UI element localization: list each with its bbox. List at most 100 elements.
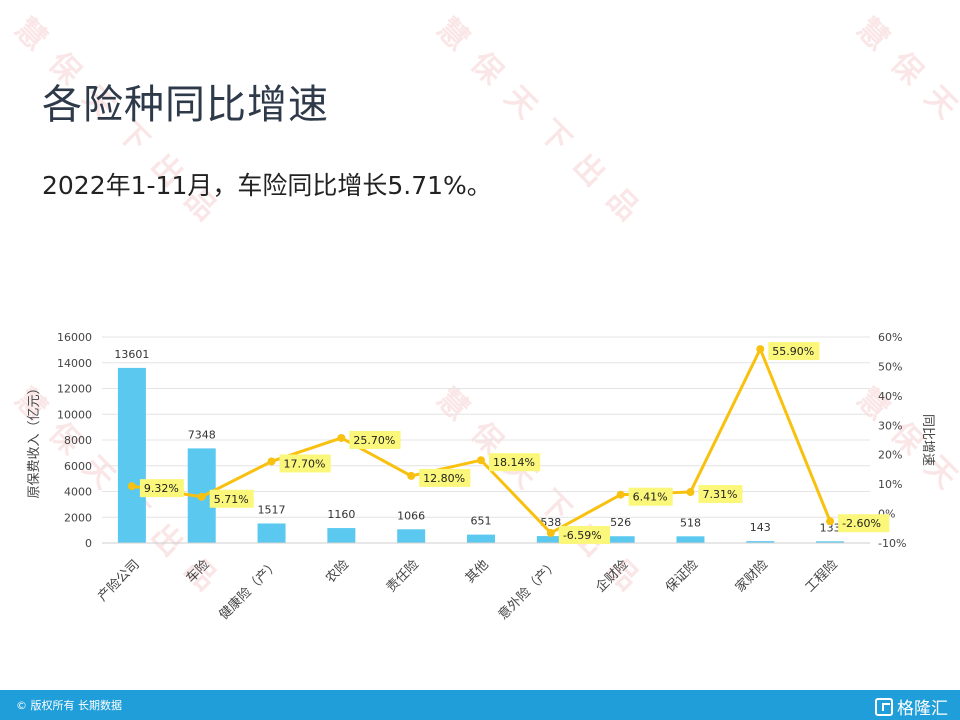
watermark-char: 天 [917, 79, 960, 126]
x-tick-label: 产险公司 [95, 557, 142, 604]
growth-point [407, 471, 416, 480]
growth-value-label: 5.71% [214, 493, 249, 506]
bar [327, 528, 356, 543]
y-tick-label: 10000 [57, 408, 92, 421]
page-subtitle: 2022年1-11月，车险同比增长5.71%。 [42, 171, 492, 200]
bar [606, 536, 635, 543]
growth-value-label: 7.31% [702, 488, 737, 501]
bar [397, 529, 426, 543]
y-tick-label: 16000 [57, 331, 92, 344]
bar-value-label: 526 [610, 516, 631, 529]
y-axis-label: 原保费收入（亿元） [27, 381, 42, 498]
growth-point [826, 517, 835, 526]
x-tick-label: 其他 [463, 557, 492, 586]
growth-point [686, 488, 695, 497]
x-tick-label: 健康险（产） [216, 557, 282, 623]
growth-value-label: 9.32% [144, 482, 179, 495]
copyright-text: © 版权所有 长期数据 [16, 699, 122, 712]
brand-logo-icon [875, 697, 893, 716]
y-tick-label: 0 [85, 537, 92, 550]
growth-label-bg [489, 453, 541, 472]
bar [816, 541, 845, 543]
growth-label-bg [698, 485, 743, 504]
growth-label-bg [419, 468, 471, 487]
bar [536, 536, 565, 543]
y-tick-label: 12000 [57, 383, 92, 396]
growth-value-label: 6.41% [633, 491, 668, 504]
y2-tick-label: 20% [878, 449, 902, 462]
x-tick-label: 农险 [323, 557, 352, 586]
growth-label-bg [768, 342, 820, 361]
y-tick-label: 4000 [64, 486, 92, 499]
growth-label-bg [628, 487, 673, 506]
bar-value-label: 1160 [327, 508, 355, 521]
page-title: 各险种同比增速 [42, 82, 329, 128]
watermark-char: 下 [531, 113, 578, 160]
y2-tick-label: 60% [878, 331, 902, 344]
bar-value-label: 1066 [397, 509, 425, 522]
growth-label-bg [558, 525, 611, 544]
watermark-char: 慧 [429, 11, 476, 58]
y-tick-label: 14000 [57, 357, 92, 370]
bar-value-label: 518 [680, 516, 701, 529]
bar [257, 523, 286, 543]
y-tick-label: 2000 [64, 511, 92, 524]
growth-value-label: -2.60% [842, 517, 881, 530]
y-tick-label: 6000 [64, 460, 92, 473]
growth-value-label: 17.70% [284, 457, 326, 470]
watermark-char: 天 [497, 79, 544, 126]
y2-tick-label: 50% [878, 360, 902, 373]
growth-value-label: 25.70% [353, 434, 395, 447]
combo-chart: 0 2000 4000 6000 8000 10000 12000 14000 16000 -10… [27, 331, 935, 623]
growth-label-bg [139, 479, 184, 498]
growth-label-bg [349, 430, 401, 449]
watermark-char: 出 [565, 147, 612, 194]
bar-value-label: 133 [820, 521, 841, 534]
bar-value-label: 651 [471, 515, 492, 528]
footer-bar: © 版权所有 长期数据 格隆汇 [0, 690, 960, 720]
y-tick-label: 8000 [64, 434, 92, 447]
bar-value-label: 13601 [114, 348, 149, 361]
bar-value-label: 7348 [188, 428, 216, 441]
growth-label-bg [209, 489, 254, 508]
growth-point [127, 482, 136, 491]
growth-label-bg [838, 514, 890, 533]
growth-value-label: 18.14% [493, 456, 535, 469]
y2-tick-label: -10% [878, 537, 906, 550]
brand: 格隆汇 [875, 694, 948, 719]
growth-point [616, 490, 625, 499]
growth-point [477, 456, 485, 465]
brand-name: 格隆汇 [897, 699, 948, 719]
x-tick-label: 责任险 [384, 557, 422, 595]
bar [676, 536, 705, 543]
growth-value-label: 12.80% [423, 472, 465, 485]
x-tick-label: 保证险 [663, 557, 701, 595]
growth-value-label: 55.90% [772, 345, 814, 358]
growth-label-bg [279, 454, 331, 473]
bar [746, 541, 775, 543]
y2-tick-label: 30% [878, 419, 902, 432]
bar-value-label: 143 [750, 521, 771, 534]
y2-tick-label: 40% [878, 390, 902, 403]
bar [467, 534, 495, 543]
x-tick-label: 家财险 [732, 557, 771, 596]
watermark-char: 保 [883, 45, 930, 92]
growth-point [756, 345, 765, 354]
growth-point [546, 528, 555, 537]
watermark-char: 品 [599, 181, 646, 228]
watermark-char: 保 [463, 45, 510, 92]
x-tick-label: 车险 [183, 557, 213, 587]
bar-value-label: 1517 [258, 503, 286, 516]
watermark-char: 下 [951, 113, 960, 160]
y2-tick-label: 10% [878, 478, 902, 491]
bar [117, 367, 146, 543]
x-tick-label: 意外险（产） [495, 557, 561, 623]
y2-axis-label: 同比增速 [920, 414, 935, 466]
growth-point [337, 433, 346, 442]
x-tick-label: 企财险 [593, 557, 632, 596]
growth-value-label: -6.59% [563, 529, 602, 542]
growth-point [267, 457, 276, 466]
watermark-char: 慧 [7, 11, 54, 58]
growth-point [197, 492, 206, 501]
